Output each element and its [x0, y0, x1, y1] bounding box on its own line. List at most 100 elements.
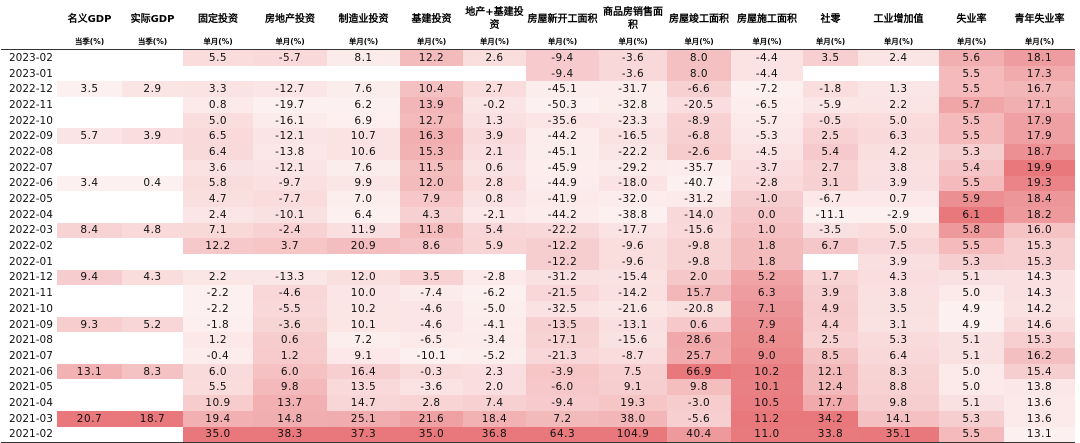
- column-unit: 单月(%): [883, 37, 914, 46]
- table-cell: 10.0: [327, 285, 400, 301]
- table-cell: [400, 65, 463, 82]
- table-cell: 6.2: [327, 97, 400, 113]
- table-cell: 5.9: [463, 238, 526, 254]
- table-cell: -3.0: [667, 395, 731, 411]
- row-date: 2021-07: [9, 349, 53, 362]
- table-cell: -6.5: [400, 332, 463, 349]
- row-date: 2021-04: [9, 396, 53, 409]
- table-row: 2023-01 -9.4 -3.6 8.0 -4.4 5.5 17.3: [1, 65, 1075, 82]
- table-cell: 14.6: [1004, 316, 1075, 333]
- table-cell: [803, 65, 858, 82]
- table-cell: 6.0: [183, 363, 253, 380]
- table-cell: [122, 253, 183, 270]
- table-cell: 18.2: [1004, 206, 1075, 223]
- header-row: 名义GDP 实际GDP 固定投资 房地产投资 制造业投资 基建投资 地产+基建投资 房屋新开工…: [1, 4, 1075, 34]
- table-cell: 1.3: [463, 112, 526, 129]
- table-cell: -8.9: [667, 112, 731, 129]
- table-cell: 15.3: [1004, 238, 1075, 254]
- column-unit: 单月(%): [275, 37, 305, 46]
- table-cell: 5.1: [939, 348, 1004, 364]
- table-cell: [57, 49, 122, 66]
- table-cell: -5.9: [803, 97, 858, 113]
- table-cell: [327, 253, 400, 270]
- table-cell: 25.7: [667, 348, 731, 364]
- table-cell: -4.4: [731, 49, 803, 66]
- table-cell: 36.8: [463, 426, 526, 443]
- table-cell: -13.5: [526, 316, 599, 333]
- table-cell: 13.1: [1004, 426, 1075, 443]
- table-cell: 5.0: [939, 379, 1004, 396]
- table-cell: 2.7: [803, 159, 858, 176]
- table-cell: -15.6: [667, 222, 731, 239]
- table-cell: 38.3: [253, 426, 327, 443]
- table-cell: -3.6: [400, 379, 463, 396]
- table-cell: 5.2: [122, 316, 183, 333]
- table-cell: -15.6: [599, 332, 667, 349]
- table-cell: 6.3: [858, 128, 939, 145]
- table-cell: 0.8: [463, 191, 526, 207]
- table-cell: -7.2: [731, 81, 803, 98]
- table-cell: 9.3: [57, 316, 122, 333]
- table-cell: 5.5: [939, 81, 1004, 98]
- table-row: 2022-08 6.4 -13.8 10.6 15.3 2.1 -45.1 -22.2 -2.6…: [1, 144, 1075, 160]
- table-cell: 3.8: [858, 159, 939, 176]
- table-cell: 5.3: [939, 253, 1004, 270]
- table-cell: 5.7: [57, 128, 122, 145]
- row-date: 2023-01: [9, 67, 53, 80]
- table-cell: 7.9: [400, 191, 463, 207]
- column-header: 社零: [803, 4, 858, 34]
- table-cell: -22.2: [526, 222, 599, 239]
- table-cell: [57, 238, 122, 254]
- table-cell: -10.1: [253, 206, 327, 223]
- table-cell: -11.1: [803, 206, 858, 223]
- table-cell: [57, 301, 122, 317]
- table-cell: 4.4: [803, 316, 858, 333]
- table-cell: 10.7: [327, 128, 400, 145]
- table-cell: 3.9: [803, 285, 858, 301]
- column-unit: 单月(%): [416, 37, 447, 46]
- corner-cell: [1, 4, 57, 34]
- table-cell: 17.3: [1004, 65, 1075, 82]
- table-cell: 2.0: [463, 379, 526, 396]
- table-cell: 8.3: [858, 363, 939, 380]
- table-cell: -12.2: [526, 238, 599, 254]
- table-cell: 64.3: [526, 426, 599, 443]
- table-cell: [57, 379, 122, 396]
- table-cell: 7.5: [858, 238, 939, 254]
- table-cell: [183, 253, 253, 270]
- table-cell: [57, 144, 122, 160]
- table-cell: 5.1: [939, 269, 1004, 286]
- column-header: 商品房销售面积: [599, 4, 667, 34]
- table-cell: 5.5: [939, 65, 1004, 82]
- row-date: 2021-12: [9, 271, 53, 284]
- row-date: 2022-04: [9, 208, 53, 221]
- table-cell: 8.4: [57, 222, 122, 239]
- table-cell: -12.7: [253, 81, 327, 98]
- table-cell: -13.3: [253, 269, 327, 286]
- table-cell: [463, 65, 526, 82]
- table-cell: 21.6: [400, 410, 463, 427]
- table-row: 2022-10 5.0 -16.1 6.9 12.7 1.3 -35.6 -23.3 -8.9-…: [1, 112, 1075, 129]
- table-cell: -14.2: [599, 285, 667, 301]
- table-cell: [183, 65, 253, 82]
- table-cell: -2.4: [253, 222, 327, 239]
- table-row: 2022-02 12.2 3.7 20.9 8.6 5.9 -12.2 -9.6 -9.8 1.8…: [1, 238, 1075, 254]
- table-cell: -0.2: [463, 97, 526, 113]
- table-cell: 12.0: [400, 175, 463, 192]
- column-unit: 单月(%): [752, 37, 782, 46]
- table-cell: 10.1: [731, 379, 803, 396]
- row-date: 2022-08: [9, 145, 53, 158]
- table-cell: -2.2: [183, 285, 253, 301]
- column-header-label: 实际GDP: [130, 13, 175, 25]
- table-cell: 2.3: [463, 363, 526, 380]
- table-cell: -5.3: [731, 128, 803, 145]
- table-row: 2023-02 5.5 -5.7 8.1 12.2 2.6 -9.4 -3.6 8.0 -4.4 3…: [1, 49, 1075, 66]
- table-cell: [57, 253, 122, 270]
- table-cell: 7.6: [327, 81, 400, 98]
- table-cell: -31.2: [667, 191, 731, 207]
- table-cell: 2.5: [803, 332, 858, 349]
- table-cell: 2.5: [803, 128, 858, 145]
- table-cell: -4.1: [463, 316, 526, 333]
- table-cell: 14.2: [1004, 301, 1075, 317]
- table-cell: 7.6: [327, 159, 400, 176]
